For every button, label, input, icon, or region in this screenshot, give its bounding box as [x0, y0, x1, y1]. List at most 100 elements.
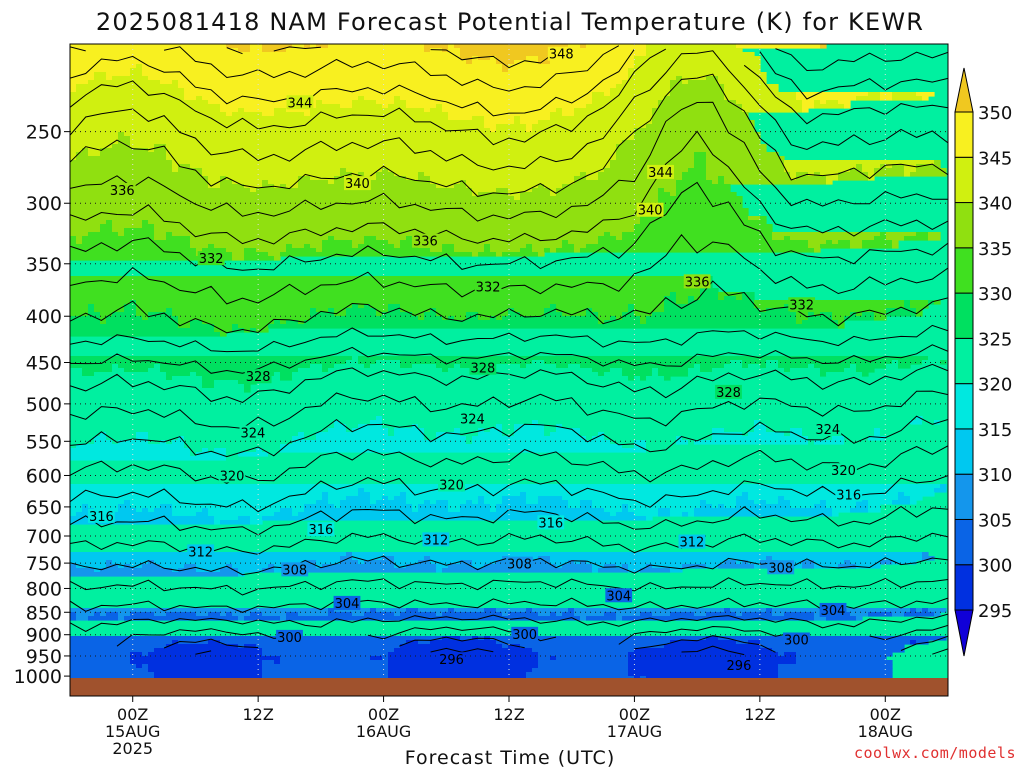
shade-cell	[772, 232, 881, 237]
shade-cell	[346, 312, 377, 317]
shade-cell	[154, 648, 263, 653]
shade-cell	[916, 164, 941, 169]
shade-cell	[268, 252, 281, 257]
shade-cell	[382, 312, 413, 317]
shade-cell	[142, 224, 155, 229]
shade-cell	[202, 96, 359, 101]
shade-cell	[142, 68, 503, 73]
shade-cell	[760, 644, 905, 649]
shade-cell	[436, 612, 443, 617]
x-axis-title: Forecast Time (UTC)	[405, 747, 615, 768]
contour-label-bg	[244, 369, 272, 384]
contour-label-bg	[333, 595, 361, 610]
shade-cell	[688, 168, 707, 173]
shade-cell	[358, 424, 383, 429]
shade-cell	[490, 316, 497, 321]
y-tick-label: 750	[26, 553, 62, 575]
shade-cell	[754, 424, 767, 429]
shade-cell	[70, 368, 83, 373]
shade-cell	[634, 648, 773, 653]
shade-cell	[634, 128, 755, 133]
shade-cell	[148, 668, 263, 673]
shade-cell	[478, 252, 497, 257]
shade-cell	[142, 508, 149, 513]
shade-cell	[868, 612, 893, 617]
shade-cell	[442, 48, 449, 53]
shade-cell	[70, 424, 335, 429]
shade-cell	[394, 560, 419, 565]
shade-cell	[484, 248, 491, 253]
shade-cell	[466, 500, 473, 505]
shade-cell	[754, 564, 761, 569]
shade-cell	[742, 296, 755, 301]
shade-cell	[112, 560, 149, 565]
shade-cell	[292, 44, 305, 49]
shade-cell	[514, 424, 545, 429]
shade-cell	[70, 204, 647, 209]
shade-cell	[388, 428, 395, 433]
contour-label: 328	[716, 386, 741, 401]
shade-cell	[322, 248, 431, 253]
shade-cell	[844, 316, 875, 321]
shade-cell	[70, 140, 119, 145]
shade-cell	[574, 612, 605, 617]
shade-cell	[526, 496, 539, 501]
contour-label-bg	[187, 544, 215, 559]
shade-cell	[862, 312, 875, 317]
shade-cell	[586, 44, 647, 49]
shade-cell	[724, 176, 791, 181]
shade-cell	[802, 560, 815, 565]
shade-cell	[736, 560, 743, 565]
shade-cell	[328, 500, 341, 505]
contour-label-bg	[197, 251, 225, 266]
shade-cell	[160, 564, 185, 569]
shade-cell	[76, 236, 83, 241]
shade-cell	[568, 504, 581, 509]
shade-cell	[238, 616, 245, 621]
shade-cell	[208, 512, 275, 517]
shade-cell	[316, 104, 341, 109]
shade-cell	[70, 168, 173, 173]
shade-cell	[898, 364, 911, 369]
shade-cell	[316, 248, 323, 253]
shade-cell	[262, 44, 293, 49]
colorbar-band	[954, 473, 974, 520]
shade-cell	[706, 76, 719, 81]
shade-cell	[256, 328, 269, 333]
shade-cell	[820, 312, 833, 317]
shade-cell	[586, 172, 599, 177]
shade-cell	[70, 84, 77, 89]
shade-cell	[748, 640, 761, 645]
shade-cell	[514, 120, 521, 125]
shade-cell	[634, 304, 665, 309]
shade-cell	[802, 100, 815, 105]
shade-cell	[328, 612, 353, 617]
shade-cell	[190, 240, 323, 245]
shade-cell	[676, 188, 731, 193]
x-tick-label: 12Z	[242, 705, 273, 724]
shade-cell	[820, 244, 851, 249]
shade-cell	[412, 240, 563, 245]
shade-cell	[136, 300, 665, 305]
shade-cell	[892, 612, 905, 617]
shade-cell	[682, 176, 707, 181]
shade-cell	[742, 492, 749, 497]
shade-cell	[484, 244, 491, 249]
shade-cell	[514, 308, 545, 313]
colorbar-band	[954, 111, 974, 158]
shade-cell	[814, 440, 845, 445]
shade-cell	[520, 492, 527, 497]
shade-cell	[676, 440, 689, 445]
shade-cell	[598, 432, 605, 437]
shade-cell	[604, 436, 677, 441]
shade-cell	[208, 640, 221, 645]
shade-cell	[148, 220, 641, 225]
shade-cell	[118, 132, 125, 137]
shade-cell	[928, 356, 935, 361]
shade-cell	[130, 660, 263, 665]
colorbar-label: 345	[978, 148, 1012, 169]
shade-cell	[172, 440, 185, 445]
shade-cell	[454, 44, 569, 49]
shade-cell	[280, 372, 293, 377]
shade-cell	[586, 244, 809, 249]
